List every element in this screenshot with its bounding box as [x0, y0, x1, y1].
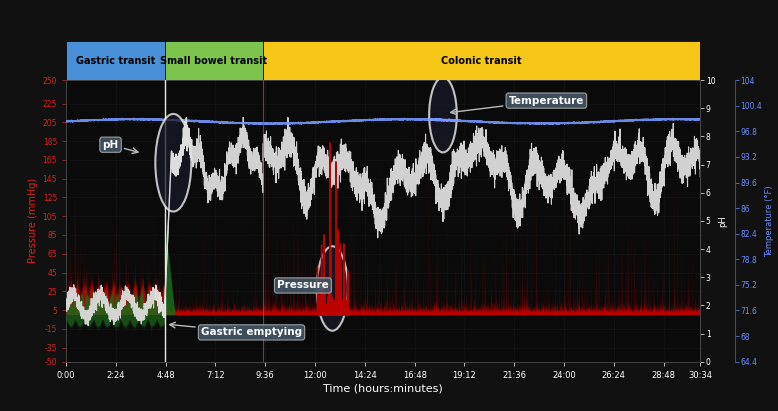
Text: Colonic transit: Colonic transit [441, 55, 522, 66]
Bar [263, 41, 700, 80]
Circle shape [429, 77, 457, 152]
X-axis label: Time (hours:minutes): Time (hours:minutes) [324, 384, 443, 394]
Circle shape [156, 114, 191, 212]
Bar [66, 41, 165, 80]
Text: Gastric emptying: Gastric emptying [170, 322, 302, 337]
Text: Gastric transit: Gastric transit [75, 55, 155, 66]
Y-axis label: pH: pH [718, 215, 727, 227]
Text: Pressure: Pressure [277, 280, 329, 291]
Circle shape [317, 246, 348, 331]
Y-axis label: Pressure (mmHg): Pressure (mmHg) [29, 178, 38, 263]
Text: Small bowel transit: Small bowel transit [160, 55, 268, 66]
Bar [165, 41, 263, 80]
Text: pH: pH [103, 140, 138, 153]
Text: Temperature: Temperature [450, 96, 584, 115]
Y-axis label: Temperature (°F): Temperature (°F) [765, 185, 774, 257]
